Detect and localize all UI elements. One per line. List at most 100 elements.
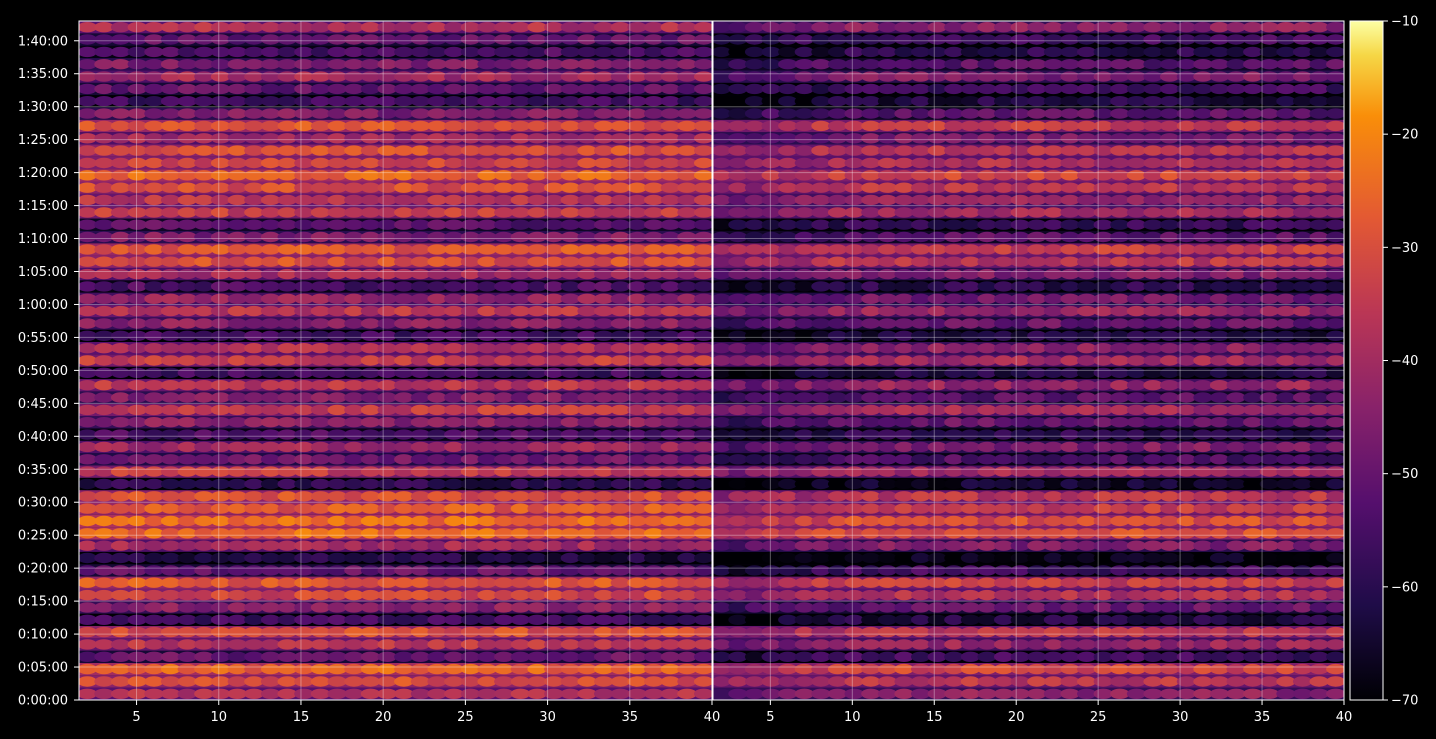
heat-cell [227, 380, 247, 391]
heat-cell [1027, 46, 1047, 58]
heat-cell [527, 182, 547, 193]
heat-cell [160, 207, 181, 218]
heat-cell [877, 478, 898, 490]
heat-cell [977, 503, 997, 514]
heat-cell [460, 602, 481, 613]
heat-cell [1126, 676, 1146, 687]
heat-cell [144, 96, 164, 107]
heat-cell [861, 182, 881, 193]
heat-cell [1292, 305, 1313, 317]
heat-cell [427, 46, 447, 58]
heat-cell [1143, 491, 1163, 502]
heat-cell [127, 293, 147, 304]
heat-cell [894, 417, 914, 428]
heat-cell [560, 305, 581, 317]
heat-cell [410, 108, 431, 119]
heat-cell [861, 626, 881, 638]
heat-cell [1043, 46, 1063, 58]
heat-cell [244, 268, 264, 280]
heat-cell [778, 688, 798, 699]
heat-cell [410, 120, 431, 132]
heat-cell [1226, 219, 1246, 230]
heat-cell [1276, 429, 1296, 440]
heat-cell [644, 602, 664, 613]
heat-cell [627, 528, 647, 539]
heat-cell [1027, 120, 1047, 132]
heat-cell [527, 108, 547, 119]
heat-cell [827, 639, 848, 650]
heat-cell [1276, 515, 1296, 527]
heat-cell [794, 268, 814, 280]
heat-cell [544, 639, 564, 650]
heat-cell [160, 133, 181, 144]
heat-cell [627, 318, 647, 329]
heat-cell [911, 577, 931, 588]
heat-cell [344, 540, 364, 551]
heat-cell [728, 133, 748, 144]
heat-cell [494, 441, 514, 453]
heat-cell [861, 305, 881, 317]
heat-cell [477, 71, 497, 82]
heat-cell [677, 157, 697, 169]
heat-cell [310, 404, 331, 416]
heat-cell [1060, 651, 1080, 662]
heat-cell [110, 256, 131, 267]
heat-cell [694, 108, 712, 119]
heat-cell [227, 330, 247, 341]
heat-cell [994, 626, 1014, 638]
heat-cell [410, 330, 431, 341]
heat-cell [694, 663, 712, 675]
heat-cell [627, 46, 647, 58]
heat-cell [927, 281, 947, 292]
heat-cell [610, 639, 631, 650]
heat-cell [713, 293, 731, 304]
heat-cell [310, 244, 331, 255]
heat-cell [594, 231, 614, 243]
heat-cell [327, 565, 347, 576]
heat-cell [1309, 194, 1329, 206]
heat-cell [677, 392, 697, 403]
heat-cell [1243, 293, 1263, 304]
heat-cell [1326, 565, 1344, 576]
heat-cell [1243, 491, 1263, 502]
heat-cell [1326, 22, 1344, 33]
heat-cell [728, 614, 748, 625]
heat-cell [160, 120, 181, 132]
heat-cell [394, 528, 414, 539]
heat-cell [1143, 478, 1163, 490]
heat-cell [427, 404, 447, 416]
heat-cell [1110, 318, 1130, 329]
heat-cell [644, 244, 664, 255]
heat-cell [1110, 182, 1130, 193]
heat-cell [594, 293, 614, 304]
heat-cell [79, 528, 97, 539]
heat-cell [79, 268, 97, 280]
heat-cell [244, 256, 264, 267]
heat-cell [377, 22, 397, 33]
heat-cell [1093, 565, 1113, 576]
heat-cell [444, 688, 464, 699]
heat-cell [394, 256, 414, 267]
heat-cell [1243, 22, 1263, 33]
heat-cell [1176, 58, 1196, 70]
heat-cell [1126, 58, 1146, 70]
heat-cell [210, 417, 231, 428]
heat-cell [1209, 639, 1230, 650]
heat-cell [527, 676, 547, 687]
heat-cell [811, 614, 831, 625]
heat-cell [1110, 392, 1130, 403]
heat-cell [1160, 170, 1180, 181]
heat-cell [444, 281, 464, 292]
heat-cell [794, 466, 814, 477]
heat-cell [960, 663, 981, 675]
heat-cell [594, 503, 614, 514]
heat-cell [644, 417, 664, 428]
heat-cell [713, 120, 731, 132]
heat-cell [660, 194, 681, 206]
heat-cell [194, 343, 214, 354]
heat-cell [944, 46, 964, 58]
heat-cell [294, 454, 314, 465]
heat-cell [1160, 454, 1180, 465]
heat-cell [1110, 58, 1130, 70]
heat-cell [1043, 194, 1063, 206]
